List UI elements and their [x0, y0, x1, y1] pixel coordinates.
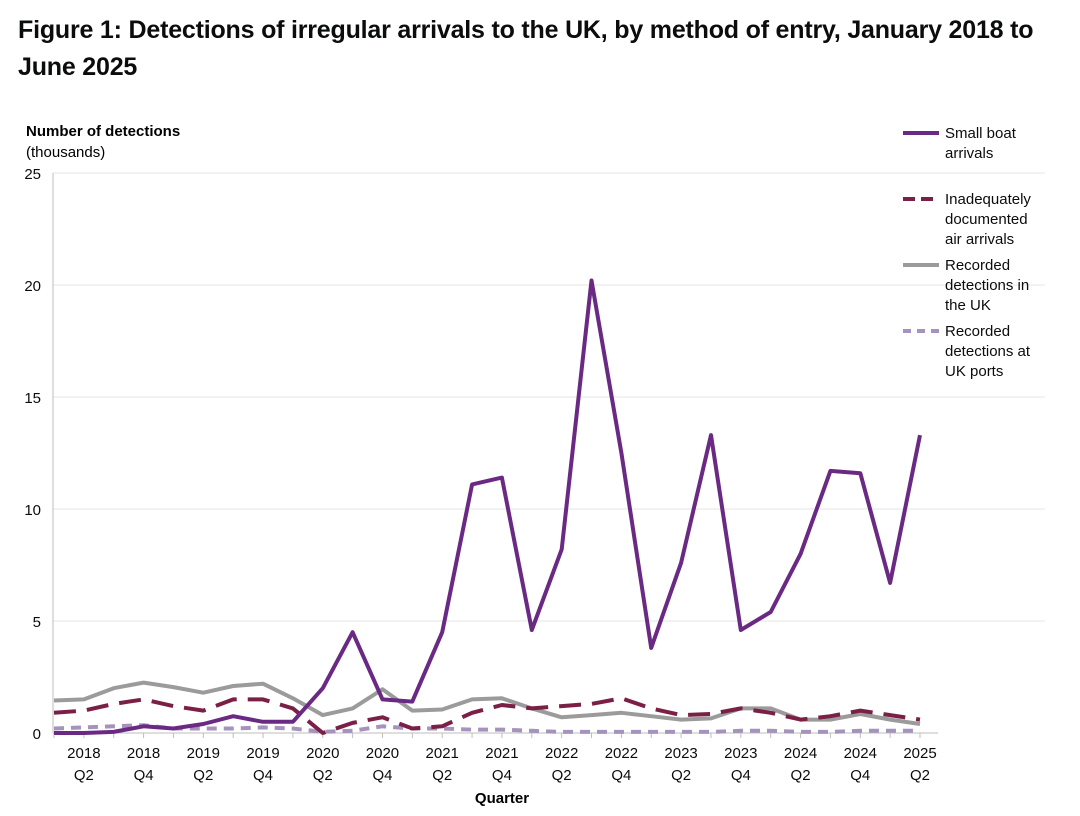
- y-tick-label: 10: [24, 502, 41, 519]
- x-tick-label-quarter: Q2: [791, 767, 811, 784]
- x-axis-label: Quarter: [475, 790, 529, 807]
- x-tick-label-quarter: Q2: [552, 767, 572, 784]
- legend-label-2: detections in: [945, 277, 1029, 294]
- legend-label-3: detections at: [945, 343, 1031, 360]
- x-tick-label-quarter: Q4: [611, 767, 631, 784]
- y-axis-ticks: 0 5 10 15 20 25: [24, 166, 41, 743]
- x-axis-ticks: 2018 Q2 2018 Q4 2019 Q2 2019 Q4 2020 Q2 2020 Q4 2021…: [53, 733, 937, 784]
- x-tick-label-quarter: Q4: [850, 767, 870, 784]
- x-tick-label-quarter: Q2: [910, 767, 930, 784]
- x-tick-label-quarter: Q2: [74, 767, 94, 784]
- legend-label-0: arrivals: [945, 145, 993, 162]
- x-tick-label-year: 2021: [426, 745, 459, 762]
- series-line-2: [53, 680, 921, 726]
- x-tick-label-quarter: Q2: [193, 767, 213, 784]
- x-tick-label-year: 2023: [724, 745, 757, 762]
- x-tick-label-quarter: Q4: [731, 767, 751, 784]
- legend-label-3: UK ports: [945, 363, 1003, 380]
- series-line-3: [53, 723, 920, 734]
- x-tick-label-year: 2020: [306, 745, 339, 762]
- series-line-0: [54, 278, 922, 735]
- x-tick-label-quarter: Q2: [671, 767, 691, 784]
- x-tick-label-year: 2020: [366, 745, 399, 762]
- chart-title: Figure 1: Detections of irregular arriva…: [18, 16, 1034, 81]
- x-tick-label-quarter: Q4: [372, 767, 392, 784]
- y-tick-label: 5: [33, 614, 41, 631]
- y-tick-label: 15: [24, 390, 41, 407]
- x-tick-label-year: 2018: [67, 745, 100, 762]
- legend-label-1: Inadequately: [945, 191, 1031, 208]
- legend: Small boat arrivals Inadequately documented…: [903, 125, 1031, 380]
- legend-label-0: Small boat: [945, 125, 1017, 142]
- y-axis-unit-label: (thousands): [26, 144, 105, 161]
- x-tick-label-year: 2023: [664, 745, 697, 762]
- x-tick-label-year: 2024: [784, 745, 817, 762]
- x-tick-label-year: 2024: [844, 745, 877, 762]
- legend-label-3: Recorded: [945, 323, 1010, 340]
- legend-label-1: air arrivals: [945, 231, 1014, 248]
- x-tick-label-quarter: Q2: [313, 767, 333, 784]
- x-tick-label-quarter: Q2: [432, 767, 452, 784]
- x-tick-label-year: 2018: [127, 745, 160, 762]
- x-tick-label-quarter: Q4: [134, 767, 154, 784]
- y-axis-label: Number of detections: [26, 123, 180, 140]
- axes: [52, 173, 938, 734]
- x-tick-label-quarter: Q4: [253, 767, 273, 784]
- x-tick-label-year: 2025: [903, 745, 936, 762]
- legend-label-1: documented: [945, 211, 1028, 228]
- x-tick-label-quarter: Q4: [492, 767, 512, 784]
- x-tick-label-year: 2022: [605, 745, 638, 762]
- x-tick-label-year: 2022: [545, 745, 578, 762]
- x-tick-label-year: 2019: [246, 745, 279, 762]
- y-tick-label: 20: [24, 278, 41, 295]
- legend-label-2: the UK: [945, 297, 991, 314]
- x-tick-label-year: 2019: [187, 745, 220, 762]
- grid-lines: [53, 172, 1045, 622]
- legend-label-2: Recorded: [945, 257, 1010, 274]
- y-tick-label: 25: [24, 166, 41, 183]
- series-line-1: [53, 696, 921, 735]
- y-tick-label: 0: [33, 726, 41, 743]
- x-tick-label-year: 2021: [485, 745, 518, 762]
- series-lines: [53, 278, 922, 735]
